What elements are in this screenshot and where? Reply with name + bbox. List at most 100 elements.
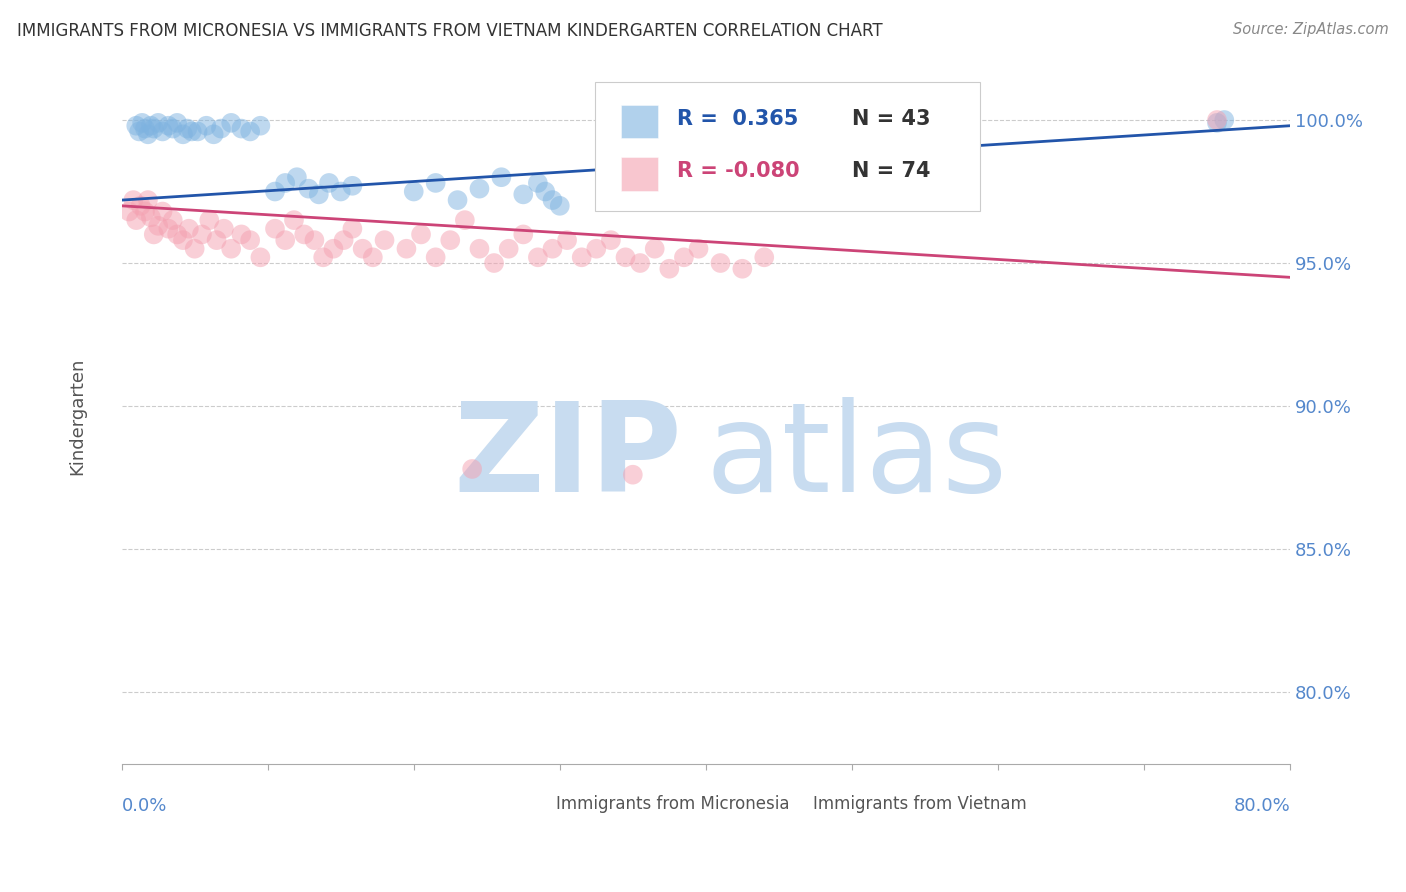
Point: [322, 242, 344, 256]
Point: [402, 185, 425, 199]
Point: [274, 176, 297, 190]
Point: [672, 250, 695, 264]
Point: [162, 121, 184, 136]
Point: [198, 213, 221, 227]
Text: Immigrants from Micronesia: Immigrants from Micronesia: [557, 795, 790, 813]
Point: [205, 233, 228, 247]
Point: [239, 124, 262, 138]
Point: [183, 242, 205, 256]
Point: [548, 199, 571, 213]
Point: [1206, 116, 1229, 130]
Point: [446, 193, 468, 207]
Point: [146, 219, 169, 233]
Point: [585, 242, 607, 256]
Point: [125, 119, 148, 133]
Point: [139, 211, 162, 225]
Point: [491, 170, 513, 185]
Point: [297, 181, 319, 195]
Point: [304, 233, 326, 247]
Point: [146, 116, 169, 130]
Point: [599, 233, 621, 247]
Point: [191, 227, 214, 242]
Point: [202, 128, 225, 142]
Text: Source: ZipAtlas.com: Source: ZipAtlas.com: [1233, 22, 1389, 37]
Point: [731, 261, 754, 276]
Text: N = 43: N = 43: [852, 109, 931, 128]
Bar: [776, 794, 806, 814]
Point: [172, 233, 194, 247]
Point: [249, 250, 271, 264]
Point: [468, 181, 491, 195]
Point: [187, 124, 209, 138]
Point: [658, 261, 681, 276]
Point: [541, 193, 564, 207]
Point: [425, 250, 447, 264]
Bar: [620, 158, 658, 191]
Point: [118, 204, 141, 219]
Point: [709, 256, 731, 270]
Point: [352, 242, 374, 256]
Point: [555, 233, 578, 247]
Point: [454, 213, 477, 227]
Point: [527, 250, 550, 264]
Point: [283, 213, 305, 227]
Text: R =  0.365: R = 0.365: [676, 109, 799, 128]
Point: [439, 233, 461, 247]
Point: [628, 256, 651, 270]
Point: [614, 250, 637, 264]
Point: [318, 176, 340, 190]
Point: [177, 221, 200, 235]
Point: [527, 176, 550, 190]
Point: [1213, 113, 1236, 128]
FancyBboxPatch shape: [595, 82, 980, 211]
Point: [219, 116, 242, 130]
Point: [139, 119, 162, 133]
Point: [157, 221, 180, 235]
Text: IMMIGRANTS FROM MICRONESIA VS IMMIGRANTS FROM VIETNAM KINDERGARTEN CORRELATION C: IMMIGRANTS FROM MICRONESIA VS IMMIGRANTS…: [17, 22, 883, 40]
Point: [212, 221, 235, 235]
Point: [621, 467, 644, 482]
Bar: [620, 104, 658, 138]
Point: [644, 242, 666, 256]
Text: Kindergarten: Kindergarten: [69, 358, 86, 475]
Point: [136, 128, 159, 142]
Point: [482, 256, 505, 270]
Point: [468, 242, 491, 256]
Point: [142, 121, 165, 136]
Point: [239, 233, 262, 247]
Point: [134, 121, 156, 136]
Point: [361, 250, 384, 264]
Point: [142, 227, 165, 242]
Text: atlas: atlas: [706, 397, 1008, 518]
Text: ZIP: ZIP: [454, 397, 682, 518]
Point: [219, 242, 242, 256]
Point: [152, 204, 174, 219]
Point: [195, 119, 218, 133]
Point: [409, 227, 432, 242]
Text: N = 74: N = 74: [852, 161, 931, 181]
Point: [264, 185, 287, 199]
Point: [754, 250, 776, 264]
Point: [332, 233, 354, 247]
Point: [329, 185, 352, 199]
Point: [231, 121, 253, 136]
Point: [498, 242, 520, 256]
Point: [131, 116, 153, 130]
Point: [176, 121, 198, 136]
Point: [129, 199, 152, 213]
Point: [512, 227, 534, 242]
Point: [425, 176, 447, 190]
Point: [1206, 113, 1229, 128]
Point: [461, 462, 484, 476]
Point: [688, 242, 710, 256]
Point: [231, 227, 253, 242]
Point: [134, 204, 156, 219]
Point: [136, 193, 159, 207]
Point: [125, 213, 148, 227]
Point: [342, 178, 364, 193]
Point: [571, 250, 593, 264]
Point: [152, 124, 174, 138]
Point: [128, 124, 150, 138]
Point: [541, 242, 564, 256]
Text: 0.0%: 0.0%: [122, 797, 167, 815]
